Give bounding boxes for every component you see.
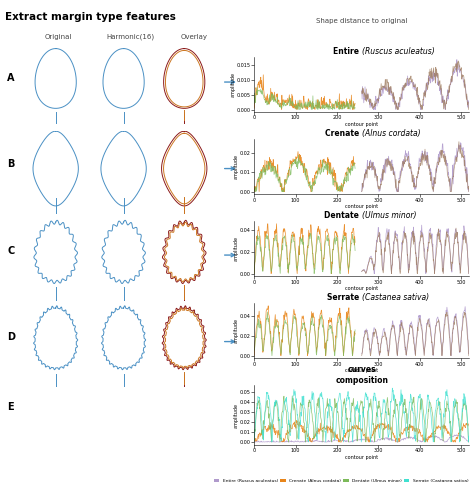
Text: (Ruscus aculeatus): (Ruscus aculeatus) — [362, 47, 435, 56]
Text: D: D — [7, 332, 15, 343]
Text: Shape distance to original: Shape distance to original — [316, 18, 407, 24]
Text: Extract margin type features: Extract margin type features — [5, 12, 175, 22]
Y-axis label: amplitude: amplitude — [233, 402, 238, 428]
Text: B: B — [7, 159, 15, 170]
Text: E: E — [7, 402, 14, 412]
Text: Original: Original — [45, 34, 72, 40]
Text: Crenate: Crenate — [325, 129, 362, 138]
Title: curves
composition: curves composition — [335, 365, 388, 384]
X-axis label: contour point: contour point — [345, 368, 378, 373]
Y-axis label: amplitude: amplitude — [233, 236, 238, 261]
Y-axis label: amplitude: amplitude — [230, 72, 235, 97]
X-axis label: contour point: contour point — [345, 286, 378, 291]
X-axis label: contour point: contour point — [345, 454, 378, 460]
Text: (Alnus cordata): (Alnus cordata) — [362, 129, 420, 138]
X-axis label: contour point: contour point — [345, 204, 378, 209]
Text: (Castanea sativa): (Castanea sativa) — [362, 293, 429, 302]
Text: Dentate: Dentate — [324, 211, 362, 220]
Text: Overlay: Overlay — [181, 34, 208, 40]
Text: Harmonic(16): Harmonic(16) — [107, 33, 155, 40]
Text: (Ulmus minor): (Ulmus minor) — [362, 211, 416, 220]
Y-axis label: amplitude: amplitude — [233, 154, 238, 179]
X-axis label: contour point: contour point — [345, 122, 378, 127]
Text: Entire: Entire — [333, 47, 362, 56]
Legend: Entire (Ruscus aculeatus), Crenate (Alnus cordata), Dentate (Ulmus minor), Serra: Entire (Ruscus aculeatus), Crenate (Alnu… — [213, 478, 470, 484]
Y-axis label: amplitude: amplitude — [233, 318, 238, 343]
Text: C: C — [7, 246, 14, 256]
Text: Serrate: Serrate — [327, 293, 362, 302]
Text: A: A — [7, 73, 15, 83]
